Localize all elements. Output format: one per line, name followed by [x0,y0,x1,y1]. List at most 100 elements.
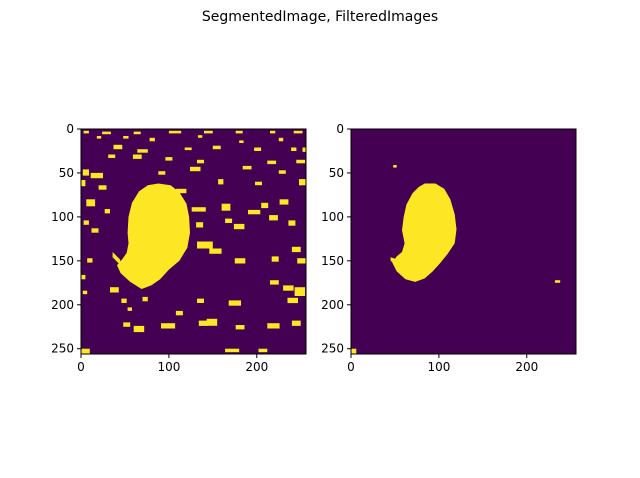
segmented-image-x-tick-label: 100 [157,360,180,374]
segmented-image-speck [191,207,206,212]
segmented-image-speck [197,241,213,249]
segmented-image-speck [110,287,119,293]
segmented-image-speck [267,323,280,329]
segmented-image-speck [283,285,294,291]
filtered-image-frame [350,128,577,355]
segmented-image-speck [288,220,296,226]
segmented-image-speck [197,298,204,303]
segmented-image-speck [149,137,155,142]
segmented-image-y-tick-label: 0 [66,122,74,136]
segmented-image-speck [218,179,224,185]
segmented-image-speck [198,320,208,326]
segmented-image-speck [161,323,176,329]
segmented-image-speck [291,320,301,326]
segmented-image-speck [270,130,276,134]
segmented-image-speck [82,290,88,295]
filtered-image-y-tick-label: 250 [321,342,344,356]
segmented-image-speck [297,258,306,264]
segmented-image-speck [212,145,221,150]
segmented-image-speck [235,130,243,134]
segmented-image-speck [239,140,244,143]
filtered-image-ticks: 0 100 200 0 50 100 150 200 250 [321,122,538,374]
segmented-image-speck [233,223,245,230]
filtered-image-x-tick-label: 100 [427,360,450,374]
segmented-image-speck [123,322,131,327]
segmented-image-speck [209,248,222,254]
segmented-image-speck [123,136,129,139]
segmented-image-speck [197,135,203,138]
segmented-image-speck [225,218,233,223]
filtered-image-y-tick-label: 0 [336,122,344,136]
segmented-image-speck [204,130,213,134]
segmented-image-speck [271,256,279,262]
segmented-image-speck [261,202,269,209]
segmented-image-speck [184,147,192,151]
filtered-image-tail-region [390,257,401,267]
segmented-image-marks [81,130,306,354]
segmented-image-speck [168,130,182,134]
segmented-image-speck [83,220,89,225]
segmented-image-speck [87,258,93,263]
filtered-image-y-tick-label: 150 [321,254,344,268]
segmented-image-speck [81,274,86,280]
filtered-image-marks [351,165,561,354]
segmented-image-speck [81,348,90,354]
filtered-image-panel: 0 100 200 0 50 100 150 200 250 [321,122,577,374]
filtered-image-speck [554,280,561,283]
segmented-image-speck [293,130,303,134]
segmented-image-speck [269,215,278,221]
filtered-image-background [351,129,576,354]
segmented-image-y-tick-label: 200 [51,298,74,312]
segmented-image-speck [302,147,306,152]
segmented-image-speck [299,179,306,186]
segmented-image-speck [270,280,279,285]
filtered-image-speck [351,348,357,354]
segmented-image-y-tick-label: 150 [51,254,74,268]
segmented-image-speck [121,298,127,303]
segmented-image-speck [142,296,148,302]
segmented-image-speck [108,154,116,158]
segmented-image-speck [278,170,286,174]
segmented-image-speck [255,181,262,186]
segmented-image-speck [104,209,110,214]
segmented-image-speck [291,246,301,253]
filtered-image-x-tick-label: 0 [347,360,355,374]
segmented-image-speck [258,348,268,353]
filtered-image-main-region [392,183,457,282]
segmented-image-x-tick-label: 0 [77,360,85,374]
segmented-image-speck [102,131,111,135]
segmented-image-speck [291,147,297,151]
segmented-image-speck [127,307,132,311]
segmented-image-ticks: 0 100 200 0 50 100 150 200 250 [51,122,268,374]
segmented-image-speck [158,171,166,175]
segmented-image-panel: 0 100 200 0 50 100 150 200 250 [51,122,307,374]
segmented-image-background [81,129,306,354]
filtered-image-x-tick-label: 200 [515,360,538,374]
segmented-image-speck [197,159,204,164]
segmented-image-speck [90,172,103,179]
segmented-image-speck [137,149,148,153]
segmented-image-speck [83,130,89,134]
segmented-image-x-tick-label: 200 [245,360,268,374]
filtered-image-y-tick-label: 200 [321,298,344,312]
figure-title: SegmentedImage, FilteredImages [202,9,438,25]
segmented-image-speck [296,159,306,164]
segmented-image-speck [91,228,99,233]
segmented-image-speck [242,165,252,170]
segmented-image-speck [196,222,204,228]
segmented-image-speck [234,258,246,264]
segmented-image-speck [175,188,187,194]
segmented-image-speck [279,199,289,205]
segmented-image-y-tick-label: 50 [59,166,74,180]
segmented-image-speck [86,199,96,207]
segmented-image-speck [190,166,201,172]
filtered-image-y-tick-label: 100 [321,210,344,224]
segmented-image-speck [221,203,231,211]
segmented-image-speck [81,180,86,187]
segmented-image-speck [165,157,173,161]
segmented-image-tail-region [112,252,123,267]
segmented-image-speck [82,169,89,176]
segmented-image-speck [113,144,123,150]
segmented-image-speck [98,185,107,190]
